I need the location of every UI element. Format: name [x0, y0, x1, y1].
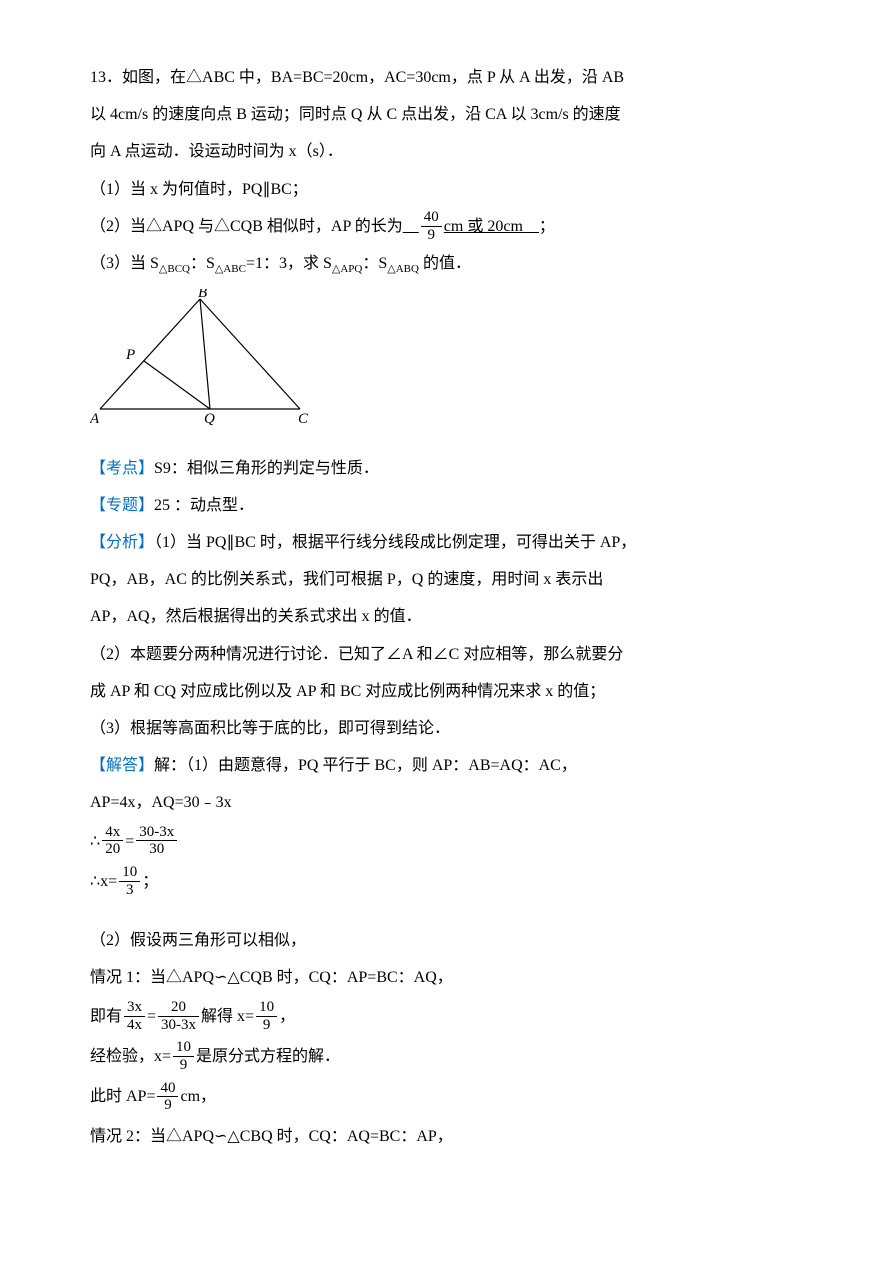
- kaodian-label: 【考点】: [90, 460, 154, 477]
- fraction: 109: [256, 999, 277, 1033]
- subquestion-2: （2）当△APQ 与△CQB 相似时，AP 的长为 409cm 或 20cm ；: [90, 209, 803, 244]
- jieda-line4: 情况 1：当△APQ∽△CQB 时，CQ：AP=BC：AQ，: [90, 960, 803, 995]
- zhuanti-label: 【专题】: [90, 497, 154, 514]
- fraction: 409: [421, 209, 442, 243]
- equation-4: 经检验，x=109是原分式方程的解．: [90, 1038, 803, 1076]
- answer-blank: 409cm 或 20cm: [403, 218, 539, 235]
- triangle-diagram: A B C P Q: [90, 289, 803, 442]
- fraction: 409: [157, 1080, 178, 1114]
- problem-number: 13．: [90, 69, 122, 86]
- jieda-line1: 【解答】解：（1）由题意得，PQ 平行于 BC，则 AP：AB=AQ：AC，: [90, 748, 803, 783]
- spacer: [90, 903, 803, 923]
- fraction: 30-3x30: [136, 824, 177, 858]
- equation-1: ∴4x20=30-3x30: [90, 823, 803, 861]
- fraction: 4x20: [102, 824, 123, 858]
- fraction: 2030-3x: [158, 999, 199, 1033]
- jieda-line5: 情况 2：当△APQ∽△CBQ 时，CQ：AQ=BC：AP，: [90, 1119, 803, 1154]
- problem-stem-line3: 向 A 点运动．设运动时间为 x（s）．: [90, 134, 803, 169]
- triangle-svg: A B C P Q: [90, 289, 320, 429]
- equation-3: 即有3x4x=2030-3x解得 x=109，: [90, 998, 803, 1036]
- svg-text:C: C: [298, 411, 309, 427]
- jieda-line3: （2）假设两三角形可以相似，: [90, 923, 803, 958]
- svg-text:A: A: [90, 411, 100, 427]
- svg-text:B: B: [198, 289, 207, 301]
- fraction: 3x4x: [124, 999, 145, 1033]
- fenxi-line2: PQ，AB，AC 的比例关系式，我们可根据 P，Q 的速度，用时间 x 表示出: [90, 562, 803, 597]
- zhuanti-line: 【专题】25 ：动点型．: [90, 488, 803, 523]
- equation-5: 此时 AP=409cm，: [90, 1078, 803, 1116]
- equation-2: ∴x=103；: [90, 863, 803, 901]
- svg-text:Q: Q: [204, 411, 215, 427]
- fraction: 103: [119, 864, 140, 898]
- fenxi-line4: （2）本题要分两种情况进行讨论．已知了∠A 和∠C 对应相等，那么就要分: [90, 637, 803, 672]
- fenxi-label: 【分析】: [90, 534, 154, 551]
- fenxi-line3: AP，AQ，然后根据得出的关系式求出 x 的值．: [90, 599, 803, 634]
- problem-stem-line1: 13．如图，在△ABC 中，BA=BC=20cm，AC=30cm，点 P 从 A…: [90, 60, 803, 95]
- subquestion-1: （1）当 x 为何值时，PQ∥BC；: [90, 172, 803, 207]
- problem-stem-line2: 以 4cm/s 的速度向点 B 运动；同时点 Q 从 C 点出发，沿 CA 以 …: [90, 97, 803, 132]
- fenxi-line5: 成 AP 和 CQ 对应成比例以及 AP 和 BC 对应成比例两种情况来求 x …: [90, 674, 803, 709]
- subquestion-3: （3）当 S△BCQ：S△ABC=1：3，求 S△APQ：S△ABQ 的值．: [90, 246, 803, 281]
- fenxi-line6: （3）根据等高面积比等于底的比，即可得到结论．: [90, 711, 803, 746]
- jieda-label: 【解答】: [90, 757, 154, 774]
- fraction: 109: [173, 1039, 194, 1073]
- jieda-line2: AP=4x，AQ=30﹣3x: [90, 785, 803, 820]
- svg-text:P: P: [125, 347, 135, 363]
- fenxi-line1: 【分析】（1）当 PQ∥BC 时，根据平行线分线段成比例定理，可得出关于 AP，: [90, 525, 803, 560]
- kaodian-line: 【考点】S9：相似三角形的判定与性质．: [90, 451, 803, 486]
